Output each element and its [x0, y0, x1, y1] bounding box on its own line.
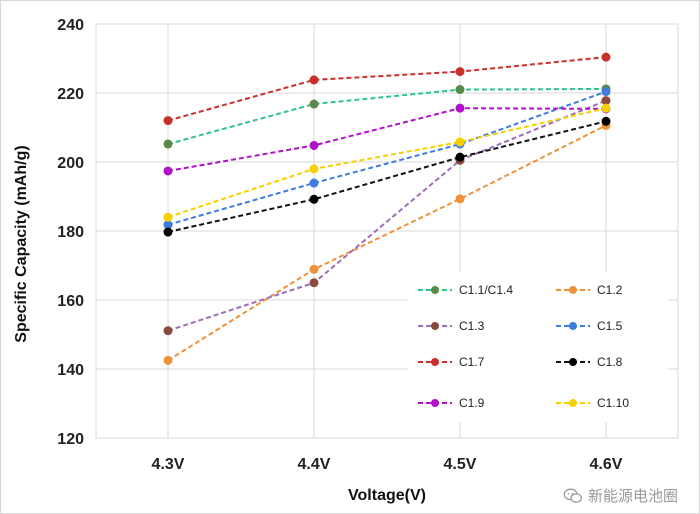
data-point — [455, 103, 465, 113]
series-c1-8 — [163, 116, 611, 237]
legend-marker — [569, 322, 577, 330]
data-point — [601, 103, 611, 113]
data-point — [455, 67, 465, 77]
legend-marker — [569, 286, 577, 294]
y-tick-label: 140 — [57, 362, 84, 379]
legend-marker — [431, 358, 439, 366]
data-point — [601, 52, 611, 62]
data-point — [309, 194, 319, 204]
data-point — [163, 355, 173, 365]
legend-marker — [569, 399, 577, 407]
legend-label: C1.7 — [459, 355, 485, 369]
legend-item: C1.3 — [418, 319, 485, 333]
series-line — [167, 56, 607, 122]
data-point — [455, 152, 465, 162]
y-tick-label: 160 — [57, 293, 84, 310]
data-point — [601, 87, 611, 97]
series-line — [167, 107, 607, 172]
legend-marker — [431, 322, 439, 330]
legend-item: C1.5 — [556, 319, 623, 333]
legend-item: C1.7 — [418, 355, 485, 369]
series-line — [167, 120, 607, 233]
series-line — [167, 99, 607, 332]
legend-label: C1.5 — [597, 319, 623, 333]
y-tick-label: 180 — [57, 224, 84, 241]
y-tick-label: 220 — [57, 86, 84, 103]
data-point — [309, 278, 319, 288]
legend-label: C1.9 — [459, 396, 485, 410]
series-c1-10 — [163, 103, 611, 222]
x-axis-title: Voltage(V) — [348, 487, 426, 504]
data-point — [309, 140, 319, 150]
watermark: 新能源电池圈 — [563, 485, 678, 506]
legend-label: C1.8 — [597, 355, 623, 369]
legend-item: C1.9 — [418, 396, 485, 410]
x-tick-labels: 4.3V 4.4V 4.5V 4.6V — [152, 456, 623, 473]
data-point — [163, 326, 173, 336]
data-point — [163, 227, 173, 237]
y-tick-labels: 120 140 160 180 200 220 240 — [57, 17, 84, 448]
x-tick-label: 4.5V — [444, 456, 477, 473]
legend-item: C1.10 — [556, 396, 629, 410]
data-point — [309, 178, 319, 188]
series-c1-7 — [163, 52, 611, 126]
data-point — [163, 166, 173, 176]
legend-label: C1.1/C1.4 — [459, 283, 513, 297]
legend-item: C1.2 — [556, 283, 623, 297]
y-tick-label: 240 — [57, 17, 84, 34]
series-c1-5 — [163, 87, 611, 230]
legend-item: C1.8 — [556, 355, 623, 369]
wechat-icon — [563, 488, 583, 503]
data-point — [601, 116, 611, 126]
series-line — [167, 107, 607, 219]
legend-background — [408, 272, 668, 422]
legend: C1.1/C1.4 C1.2 C1.3 C1.5 C1.7 C1.8 C1.9 C1.10 — [408, 272, 668, 422]
legend-label: C1.10 — [597, 396, 629, 410]
legend-marker — [431, 286, 439, 294]
data-point — [455, 194, 465, 204]
x-tick-label: 4.4V — [298, 456, 331, 473]
data-point — [309, 99, 319, 109]
data-point — [163, 212, 173, 222]
series-lines — [163, 52, 611, 365]
legend-marker — [431, 399, 439, 407]
data-point — [455, 85, 465, 95]
data-point — [601, 96, 611, 106]
watermark-text: 新能源电池圈 — [587, 487, 678, 505]
data-point — [309, 164, 319, 174]
data-point — [163, 116, 173, 126]
series-line — [167, 90, 607, 226]
y-axis-title: Specific Capacity (mAh/g) — [13, 145, 30, 342]
data-point — [309, 264, 319, 274]
y-tick-label: 200 — [57, 155, 84, 172]
y-tick-label: 120 — [57, 431, 84, 448]
legend-marker — [569, 358, 577, 366]
x-tick-label: 4.3V — [152, 456, 185, 473]
legend-label: C1.3 — [459, 319, 485, 333]
data-point — [163, 139, 173, 149]
data-point — [455, 137, 465, 147]
x-tick-label: 4.6V — [590, 456, 623, 473]
series-c1-1-c1-4 — [163, 84, 611, 149]
series-line — [167, 87, 607, 146]
legend-item: C1.1/C1.4 — [418, 283, 513, 297]
legend-label: C1.2 — [597, 283, 623, 297]
data-point — [309, 75, 319, 85]
